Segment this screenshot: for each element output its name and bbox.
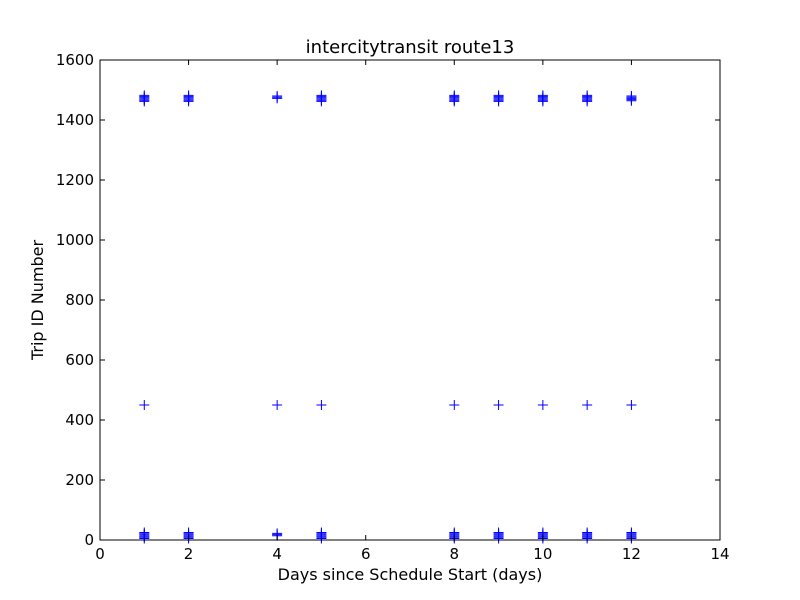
x-tick-label: 4 [272, 545, 282, 563]
x-tick-label: 14 [710, 545, 729, 563]
data-point [316, 400, 327, 410]
data-point [493, 527, 504, 538]
data-point [537, 90, 548, 101]
x-tick-label: 0 [95, 545, 105, 563]
y-axis-ticks: 0 200 400 600 800 1000 1200 1400 1600 [56, 51, 720, 549]
data-point [139, 400, 150, 410]
data-point [139, 90, 150, 101]
x-axis-label: Days since Schedule Start (days) [278, 565, 543, 584]
data-point [493, 400, 504, 410]
data-point [183, 90, 194, 101]
x-axis-ticks: 0 2 4 6 8 10 12 14 [95, 60, 730, 563]
data-point [537, 400, 548, 410]
y-tick-label: 1400 [56, 111, 94, 129]
data-point [139, 527, 150, 538]
y-tick-label: 0 [84, 531, 94, 549]
data-point [272, 91, 283, 101]
y-tick-label: 800 [65, 291, 94, 309]
plot-frame [99, 59, 721, 541]
y-tick-label: 600 [65, 351, 94, 369]
data-point [272, 400, 283, 410]
plot-area [100, 60, 720, 540]
x-tick-label: 12 [622, 545, 641, 563]
data-point [626, 400, 637, 410]
x-tick-label: 10 [533, 545, 552, 563]
data-points [139, 90, 637, 544]
data-point [493, 90, 504, 101]
data-point [316, 527, 327, 538]
y-tick-label: 1000 [56, 231, 94, 249]
chart-title: intercitytransit route13 [306, 37, 515, 58]
y-tick-label: 400 [65, 411, 94, 429]
y-tick-label: 1200 [56, 171, 94, 189]
y-tick-label: 1600 [56, 51, 94, 69]
data-point [582, 527, 593, 538]
y-tick-label: 200 [65, 471, 94, 489]
data-point [626, 91, 637, 101]
data-point [449, 400, 460, 410]
data-point [582, 90, 593, 101]
x-tick-label: 2 [184, 545, 194, 563]
x-tick-label: 6 [361, 545, 371, 563]
data-point [582, 400, 593, 410]
data-point [449, 90, 460, 101]
data-point [316, 90, 327, 101]
y-axis-label: Trip ID Number [28, 240, 47, 362]
x-tick-label: 8 [450, 545, 460, 563]
